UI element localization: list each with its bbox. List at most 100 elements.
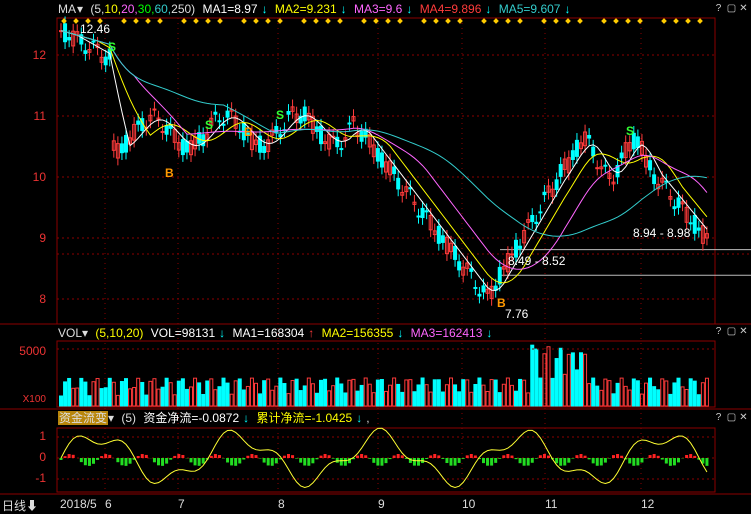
volume-bar [458,392,461,406]
volume-bar [563,374,566,406]
volume-bar [584,354,587,406]
param-60: 60, [154,2,171,16]
candle-body [222,124,225,125]
settings-icon[interactable]: ? [713,412,724,423]
fund-bar [340,458,343,466]
volume-bar [567,354,570,406]
date-label: 12 [641,497,654,511]
fund-bar [368,458,371,459]
candle-body [604,165,607,166]
fund-bar [502,455,505,458]
fund-bar [437,455,440,458]
dropdown-icon[interactable]: ▾ [82,326,88,340]
signal-marker [541,18,547,24]
candle-body [649,161,652,170]
signal-marker [601,18,607,24]
candle-body [376,149,379,162]
fund-bar [141,454,144,458]
volume-bar [429,392,432,406]
volume-bar [283,384,286,406]
candle-body [677,198,680,207]
fund-bar [616,454,619,458]
vol-ma3: MA3=162413 [411,326,483,340]
close-icon[interactable]: ✕ [738,412,749,423]
maximize-icon[interactable]: ▢ [726,412,737,423]
period-selector[interactable]: 日线⬇ [2,497,38,514]
volume-bar [356,391,359,406]
volume-bar [202,394,205,406]
fund-bar [441,458,444,459]
fund-bar [575,455,578,458]
fund-bar [401,455,404,458]
fund-bar [120,458,123,465]
period-label: 日线 [2,499,26,513]
fund-bar [100,456,103,458]
ma3-value: MA3=9.6 [354,2,402,16]
date-label: 8 [278,497,285,511]
vol-indicator-header[interactable]: VOL▾ (5,10,20) VOL=98131↓ MA1=168304↑ MA… [58,326,496,340]
signal-marker [613,18,619,24]
volume-bar [385,391,388,406]
volume-bar [181,379,184,406]
volume-bar [250,378,253,406]
settings-icon[interactable]: ? [713,326,724,337]
fund-bar [88,458,91,466]
candle-body [555,180,558,190]
price-indicator-header[interactable]: MA▾ (5,10,20,30,60,250) MA1=8.97↓ MA2=9.… [58,2,574,16]
fund-bar [486,458,489,466]
indicator-name[interactable]: MA [58,2,76,16]
fund-bar [555,458,558,463]
indicator-name[interactable]: 资金流变 [58,411,108,425]
buy-signal: B [244,125,253,139]
volume-bar [60,396,63,406]
candle-body [68,38,71,40]
fund-bar [661,458,664,460]
down-arrow-icon: ↓ [564,2,570,16]
volume-bar [620,378,623,406]
ma1-value: MA1=8.97 [203,2,258,16]
volume-bar [84,382,87,406]
volume-bar [498,393,501,406]
candle-body [226,111,229,117]
candle-body [425,211,428,212]
candle-body [198,133,201,144]
dropdown-icon[interactable]: ▾ [108,411,114,425]
candle-body [397,178,400,189]
volume-bar [145,395,148,406]
fund-bar [104,454,107,458]
candle-body [673,207,676,209]
maximize-icon[interactable]: ▢ [726,3,737,14]
volume-bar [527,393,530,406]
fund-bar [433,454,436,458]
close-icon[interactable]: ✕ [738,3,749,14]
fund-bar [450,458,453,466]
fund-bar [230,458,233,465]
volume-bar [271,390,274,406]
fund-bar [506,454,509,458]
fund-bar [649,455,652,458]
volume-bar [681,387,684,406]
volume-bar [112,382,115,406]
buy-signal: B [165,166,174,180]
vol-value: VOL=98131 [151,326,215,340]
signal-marker [685,18,691,24]
indicator-name[interactable]: VOL [58,326,82,340]
fund-indicator-header[interactable]: 资金流变▾ (5) 资金净流=-0.0872↓ 累计净流=-1.0425↓, [58,411,374,425]
volume-bar [470,392,473,406]
volume-bar [315,393,318,406]
settings-icon[interactable]: ? [713,3,724,14]
volume-bar [161,387,164,406]
fund-bar [169,458,172,460]
fund-bar [640,458,643,463]
close-icon[interactable]: ✕ [738,326,749,337]
candle-body [620,153,623,158]
maximize-icon[interactable]: ▢ [726,326,737,337]
fund-bar [64,456,67,458]
dropdown-icon[interactable]: ▾ [77,2,83,16]
volume-bar [628,390,631,406]
volume-bar [307,378,310,406]
volume-bar [141,382,144,406]
fund-bar [80,458,83,462]
volume-bar [92,382,95,406]
fund-bar [137,456,140,458]
